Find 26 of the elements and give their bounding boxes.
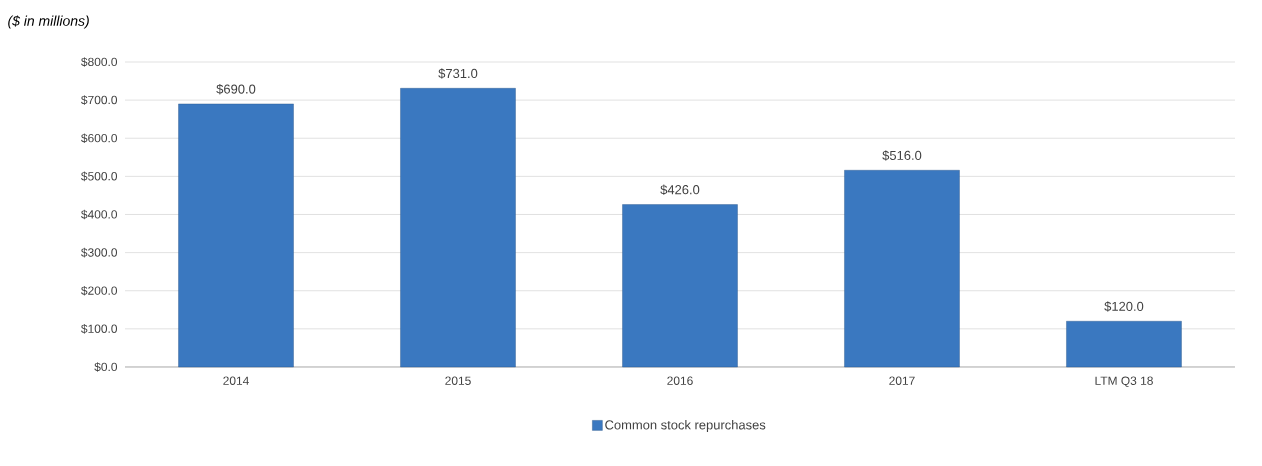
- bar: [1066, 321, 1182, 368]
- x-tick-label: 2015: [445, 376, 471, 385]
- legend-label: Common stock repurchases: [605, 419, 766, 433]
- y-tick-label: $300.0: [81, 247, 118, 258]
- y-tick-label: $800.0: [81, 57, 118, 67]
- x-tick-label: LTM Q3 18: [1095, 376, 1153, 388]
- x-tick-label: 2016: [667, 376, 693, 385]
- bar: [400, 88, 516, 368]
- data-label: $731.0: [438, 68, 478, 79]
- data-label: $120.0: [1104, 301, 1144, 312]
- x-tick-label: 2014: [223, 376, 249, 385]
- data-label: $426.0: [660, 184, 700, 196]
- bar: [622, 204, 738, 368]
- y-tick-label: $700.0: [81, 95, 118, 105]
- y-tick-label: $0.0: [94, 362, 118, 372]
- y-tick-label: $100.0: [81, 324, 118, 334]
- data-label: $516.0: [882, 150, 922, 161]
- x-tick-label: 2017: [889, 376, 915, 385]
- y-tick-label: $200.0: [81, 285, 118, 296]
- chart-subtitle: ($ in millions): [8, 15, 89, 29]
- bar: [178, 103, 294, 368]
- y-tick-label: $400.0: [81, 209, 118, 220]
- y-tick-label: $600.0: [81, 133, 118, 144]
- data-label: $690.0: [216, 83, 256, 95]
- y-tick-label: $500.0: [81, 171, 118, 182]
- bar: [844, 170, 960, 368]
